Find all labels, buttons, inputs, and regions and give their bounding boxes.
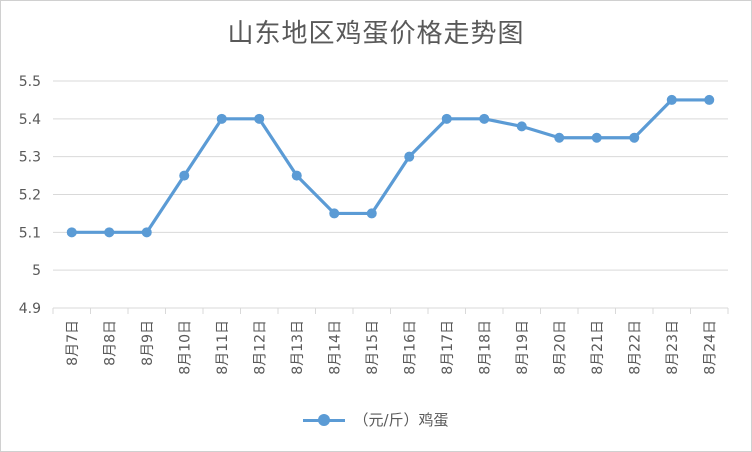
x-tick-label: 8月21日 (590, 320, 606, 375)
data-point (666, 94, 677, 105)
gridlines (53, 80, 728, 309)
data-point (404, 151, 415, 162)
data-point (329, 208, 340, 219)
legend-marker-icon (303, 413, 346, 427)
x-tick-label: 8月23日 (665, 320, 681, 375)
x-tick-label: 8月15日 (365, 320, 381, 375)
x-axis-ticks: 8月7日 8月8日 8月9日 8月10日 8月11日 8月12日 8月13日 8月14日 8月1… (52, 308, 729, 375)
legend-label: （元/斤）鸡蛋 (353, 411, 449, 429)
data-point (516, 121, 527, 132)
x-tick-label: 8月14日 (327, 320, 343, 375)
x-tick-label: 8月11日 (215, 320, 231, 375)
series-鸡蛋 (66, 94, 715, 238)
x-tick-label: 8月9日 (140, 320, 156, 366)
x-tick-label: 8月7日 (65, 320, 81, 366)
y-tick-label: 5.5 (19, 74, 41, 90)
x-tick-label: 8月24日 (702, 320, 718, 375)
data-point (554, 132, 565, 143)
line-chart: 4.9 5 5.1 5.2 5.3 5.4 5.5 8月7日 8月8日 8月9日 8月10日 8月1… (19, 74, 729, 375)
data-point (441, 113, 452, 124)
y-tick-label: 5.3 (19, 150, 41, 166)
data-point (629, 132, 640, 143)
data-point (291, 170, 302, 181)
x-tick-label: 8月12日 (252, 320, 268, 375)
data-point (704, 94, 715, 105)
x-tick-label: 8月16日 (402, 320, 418, 375)
data-point (479, 113, 490, 124)
y-tick-label: 4.9 (19, 301, 41, 317)
y-tick-label: 5.1 (19, 225, 41, 241)
data-point (141, 227, 152, 238)
data-point (254, 113, 265, 124)
y-axis-ticks: 4.9 5 5.1 5.2 5.3 5.4 5.5 (19, 74, 41, 317)
x-tick-label: 8月17日 (440, 320, 456, 375)
y-tick-label: 5.2 (19, 188, 41, 204)
data-point (216, 113, 227, 124)
x-tick-label: 8月22日 (627, 320, 643, 375)
y-tick-label: 5 (32, 263, 41, 279)
series-line (71, 98, 710, 234)
data-point (366, 208, 377, 219)
x-tick-label: 8月19日 (515, 320, 531, 375)
x-tick-label: 8月18日 (477, 320, 493, 375)
data-point (66, 227, 77, 238)
data-point (179, 170, 190, 181)
data-point (591, 132, 602, 143)
x-tick-label: 8月8日 (102, 320, 118, 366)
y-tick-label: 5.4 (19, 112, 41, 128)
chart-title: 山东地区鸡蛋价格走势图 (227, 19, 525, 49)
legend: （元/斤）鸡蛋 (1, 409, 751, 430)
x-tick-label: 8月10日 (177, 320, 193, 375)
data-point (104, 227, 115, 238)
x-tick-label: 8月20日 (552, 320, 568, 375)
x-tick-label: 8月13日 (290, 320, 306, 375)
